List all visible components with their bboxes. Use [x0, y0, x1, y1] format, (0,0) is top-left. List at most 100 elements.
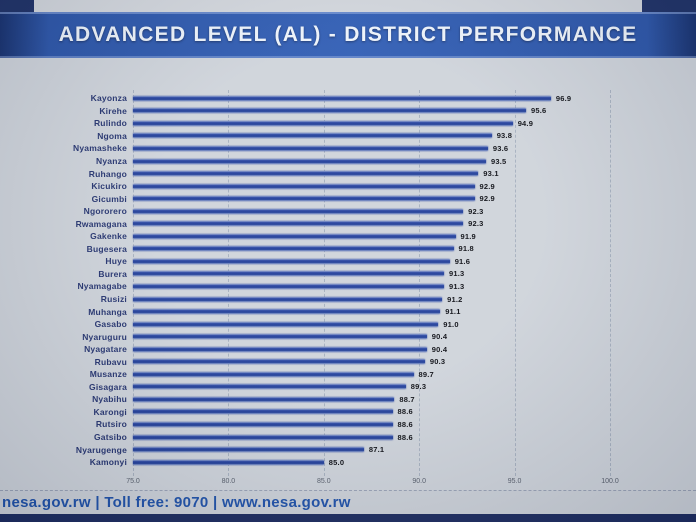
district-label: Nyaruguru	[82, 331, 127, 342]
bar-row: Ruhango 93.1	[3, 167, 693, 180]
gridline	[228, 90, 230, 476]
district-value: 91.0	[443, 319, 459, 329]
district-bar	[133, 396, 395, 402]
x-axis-tick: 85.0	[316, 478, 331, 485]
district-value: 91.9	[460, 231, 476, 241]
district-label: Kamonyi	[89, 457, 127, 468]
district-label: Rutsiro	[95, 419, 127, 430]
district-value: 91.8	[458, 244, 474, 254]
district-bar	[133, 334, 427, 340]
bar-row: Bugesera 91.8	[3, 243, 693, 256]
district-value: 89.7	[418, 369, 434, 379]
district-bar	[133, 196, 475, 202]
district-label: Huye	[105, 256, 127, 267]
district-label: Gicumbi	[91, 193, 127, 204]
district-value: 91.1	[445, 307, 461, 317]
bar-row: Kicukiro 92.9	[3, 180, 693, 193]
district-value: 95.6	[531, 106, 547, 116]
district-label: Rubavu	[94, 356, 127, 367]
gridline	[514, 90, 516, 476]
district-bar	[133, 120, 513, 126]
bar-row: Rusizi 91.2	[3, 293, 693, 306]
top-right-corner-block	[642, 0, 696, 13]
district-value: 91.3	[449, 281, 465, 291]
top-left-corner-block	[0, 0, 34, 13]
bar-row: Kayonza 96.9	[3, 92, 693, 105]
bar-row: Muhanga 91.1	[3, 305, 693, 318]
district-bar	[133, 421, 393, 427]
district-bar	[133, 371, 414, 377]
bar-row: Gasabo 91.0	[3, 318, 693, 331]
footer-contact-text: nesa.gov.rw | Toll free: 9070 | www.nesa…	[2, 494, 351, 511]
district-label: Gatsibo	[93, 432, 127, 443]
district-bar	[133, 346, 427, 352]
district-label: Nyarugenge	[75, 444, 127, 455]
district-label: Rwamagana	[75, 218, 127, 229]
district-label: Bugesera	[86, 243, 127, 254]
district-label: Gakenke	[90, 231, 127, 242]
bar-row: Nyamasheke 93.6	[3, 142, 693, 155]
district-value: 90.4	[431, 344, 448, 354]
bar-row: Huye 91.6	[3, 255, 693, 268]
district-label: Nyamasheke	[73, 143, 127, 154]
district-value: 92.9	[479, 181, 495, 191]
district-label: Karongi	[93, 406, 127, 417]
district-label: Kirehe	[99, 105, 127, 116]
bar-row: Musanze 89.7	[3, 368, 693, 381]
district-value: 92.3	[468, 206, 484, 216]
district-value: 91.6	[454, 256, 471, 266]
district-value: 88.6	[397, 432, 413, 442]
district-bar	[133, 271, 444, 277]
bar-row: Rwamagana 92.3	[3, 217, 693, 230]
gridline	[133, 90, 134, 476]
district-value: 92.9	[479, 194, 495, 204]
bar-row: Gakenke 91.9	[3, 230, 693, 243]
bar-row: Burera 91.3	[3, 268, 693, 281]
bar-row: Rubavu 90.3	[3, 355, 693, 368]
district-label: Nyabihu	[92, 394, 127, 405]
district-bar	[133, 283, 444, 289]
district-value: 93.1	[483, 169, 499, 179]
district-label: Ngororero	[83, 206, 127, 217]
gridline	[323, 90, 325, 476]
district-bar	[133, 296, 443, 302]
district-bar	[133, 221, 464, 227]
district-value: 96.9	[555, 93, 572, 103]
district-label: Gisagara	[89, 381, 127, 392]
district-bar	[133, 183, 475, 189]
district-label: Muhanga	[88, 306, 127, 317]
page-title: ADVANCED LEVEL (AL) - DISTRICT PERFORMAN…	[58, 23, 638, 46]
district-value: 93.8	[496, 131, 513, 141]
bar-row: Nyamagabe 91.3	[3, 280, 693, 293]
district-value: 90.3	[429, 357, 446, 367]
x-axis-tick: 90.0	[412, 478, 426, 485]
bar-row: Nyabihu 88.7	[3, 393, 693, 406]
district-value: 88.6	[397, 419, 413, 429]
district-bar	[133, 208, 464, 214]
district-label: Kicukiro	[91, 181, 127, 192]
x-axis-tick: 80.0	[221, 478, 236, 485]
bar-row: Gatsibo 88.6	[3, 431, 693, 444]
district-bar	[133, 95, 551, 101]
bar-row: Kirehe 95.6	[3, 105, 693, 118]
district-bar	[133, 145, 488, 151]
district-bar	[133, 459, 324, 465]
district-label: Rusizi	[100, 294, 127, 305]
district-label: Gasabo	[94, 319, 127, 330]
district-bar	[133, 133, 492, 139]
district-label: Nyanza	[96, 156, 127, 166]
bar-row: Gisagara 89.3	[3, 381, 693, 394]
district-bar	[133, 434, 393, 440]
district-bar	[133, 359, 425, 365]
top-strip	[0, 0, 696, 12]
district-bar	[133, 321, 439, 327]
bar-row: Rulindo 94.9	[3, 117, 693, 130]
district-label: Nyagatare	[84, 344, 127, 355]
district-label: Ngoma	[97, 130, 127, 141]
district-value: 93.6	[492, 143, 509, 153]
district-value: 90.4	[431, 332, 448, 342]
district-value: 89.3	[410, 382, 427, 392]
district-value: 88.6	[397, 407, 413, 417]
district-bar	[133, 384, 406, 390]
